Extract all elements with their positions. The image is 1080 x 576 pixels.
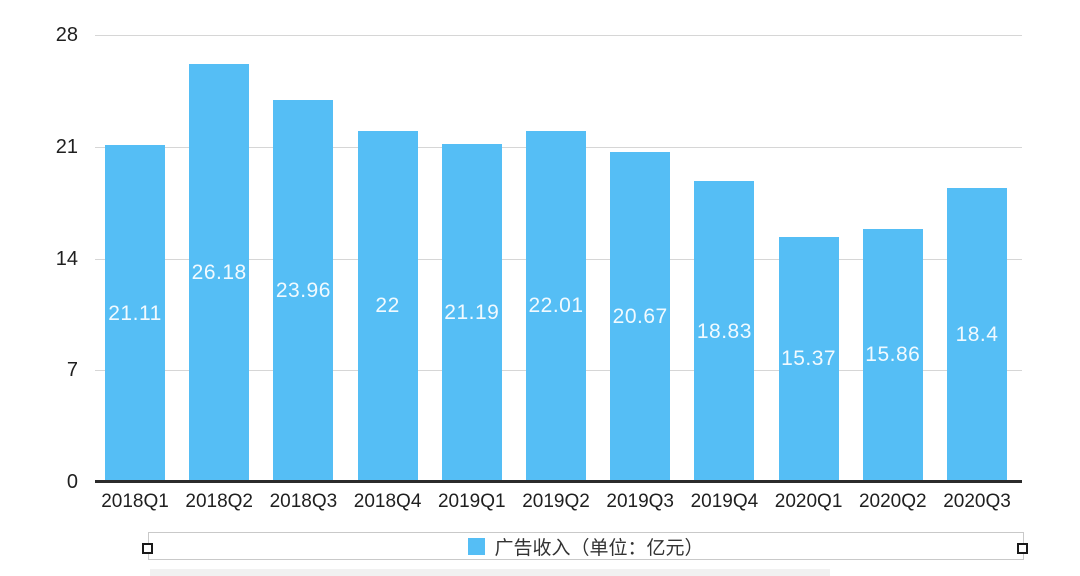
legend-swatch-icon: [468, 537, 486, 555]
bar-value-label: 18.83: [696, 319, 752, 343]
x-tick-label-2019Q2: 2019Q2: [522, 491, 590, 512]
bar-value-label: 20.67: [612, 305, 668, 329]
bar-2018Q4: 22: [357, 130, 418, 482]
x-tick-label-2019Q3: 2019Q3: [606, 491, 674, 512]
x-tick-label-2018Q4: 2018Q4: [353, 491, 422, 512]
x-tick-label-2020Q1: 2020Q1: [774, 491, 843, 512]
bar-value-label: 21.11: [108, 301, 162, 325]
bar-value-label: 23.96: [275, 278, 331, 302]
bar-2019Q4: 18.83: [694, 181, 755, 482]
bar-2018Q3: 23.96: [273, 99, 334, 482]
x-tick-label-2020Q3: 2020Q3: [943, 491, 1011, 512]
bottom-divider: [150, 569, 830, 576]
bar-2019Q1: 21.19: [441, 143, 502, 482]
legend-label: 广告收入（单位：亿元）: [494, 537, 704, 559]
bar-2018Q2: 26.18: [189, 64, 250, 482]
x-axis-line: [95, 480, 1022, 483]
bar-value-label: 15.37: [781, 347, 837, 371]
x-tick-label-2019Q1: 2019Q1: [437, 491, 506, 512]
y-tick-label-28: 28: [55, 24, 78, 46]
resize-handle-left-icon[interactable]: [142, 543, 153, 554]
y-tick-label-7: 7: [66, 359, 78, 382]
bar-value-label: 15.86: [865, 343, 921, 367]
bar-2019Q2: 22.01: [526, 130, 586, 482]
x-tick-label-2019Q4: 2019Q4: [690, 491, 759, 512]
bar-2018Q1: 21.11: [105, 145, 165, 482]
y-tick-label-0: 0: [66, 471, 78, 493]
x-tick-label-2018Q3: 2018Q3: [269, 491, 338, 512]
bar-2019Q3: 20.67: [610, 152, 671, 482]
legend-box[interactable]: 广告收入（单位：亿元）: [148, 532, 1024, 560]
bar-2020Q3: 18.4: [947, 188, 1007, 482]
bar-value-label: 22.01: [528, 294, 584, 318]
gridline-y28: [95, 35, 1022, 36]
y-tick-label-14: 14: [55, 247, 78, 270]
bar-value-label: 18.4: [955, 323, 999, 347]
y-tick-label-21: 21: [55, 135, 78, 158]
x-tick-label-2018Q2: 2018Q2: [185, 491, 253, 512]
bar-2020Q1: 15.37: [778, 236, 839, 482]
plot-area: 21.11 26.18 23.96 22 21.19 22.01 20.67 18.83 15.…: [95, 35, 1022, 483]
bar-value-label: 22: [375, 294, 400, 318]
resize-handle-right-icon[interactable]: [1017, 543, 1028, 554]
bar-value-label: 21.19: [444, 300, 500, 324]
bar-2020Q2: 15.86: [862, 228, 923, 482]
x-tick-label-2020Q2: 2020Q2: [858, 491, 927, 512]
bar-value-label: 26.18: [191, 261, 247, 285]
x-tick-label-2018Q1: 2018Q1: [101, 491, 169, 512]
